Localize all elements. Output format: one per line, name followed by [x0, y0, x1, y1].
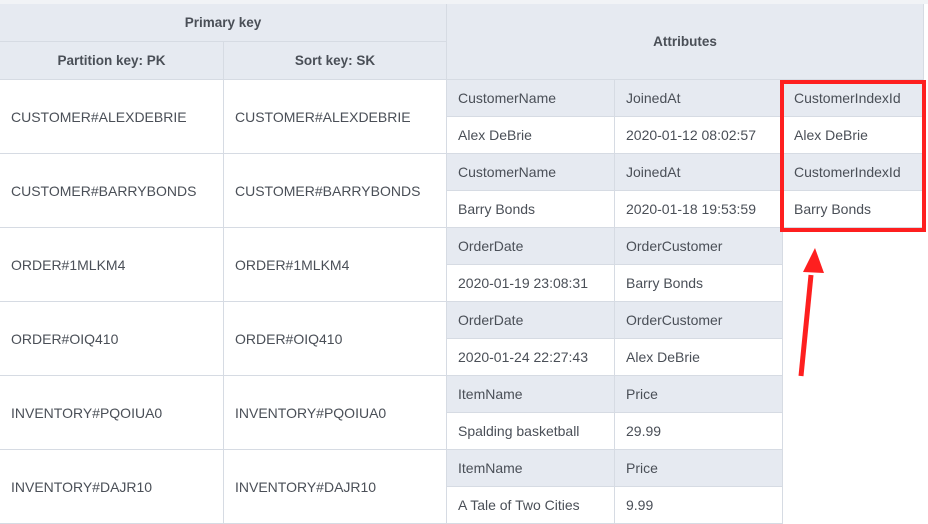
attribute-value-cell: 2020-01-19 23:08:31 — [447, 265, 615, 302]
primary-key-header: Primary key — [0, 4, 447, 42]
attribute-name-cell: Price — [615, 450, 783, 487]
attribute-name-cell: JoinedAt — [615, 154, 783, 191]
attribute-value-cell: 2020-01-18 19:53:59 — [615, 191, 783, 228]
attribute-name-cell: JoinedAt — [615, 80, 783, 117]
attribute-name-cell: CustomerName — [447, 154, 615, 191]
highlight-box — [780, 80, 926, 232]
partition-key-cell: ORDER#1MLKM4 — [0, 228, 224, 302]
attribute-value-cell: Spalding basketball — [447, 413, 615, 450]
sort-key-cell: INVENTORY#DAJR10 — [224, 450, 447, 524]
attribute-value-cell: Alex DeBrie — [447, 117, 615, 154]
attribute-name-cell: OrderDate — [447, 228, 615, 265]
sort-key-cell: ORDER#OIQ410 — [224, 302, 447, 376]
partition-key-cell: ORDER#OIQ410 — [0, 302, 224, 376]
attribute-name-cell: OrderCustomer — [615, 228, 783, 265]
partition-key-cell: CUSTOMER#BARRYBONDS — [0, 154, 224, 228]
sort-key-cell: INVENTORY#PQOIUA0 — [224, 376, 447, 450]
sort-key-cell: CUSTOMER#ALEXDEBRIE — [224, 80, 447, 154]
attribute-name-cell: OrderCustomer — [615, 302, 783, 339]
attribute-value-cell: 29.99 — [615, 413, 783, 450]
partition-key-cell: INVENTORY#DAJR10 — [0, 450, 224, 524]
attribute-name-cell: CustomerName — [447, 80, 615, 117]
sort-key-cell: ORDER#1MLKM4 — [224, 228, 447, 302]
sort-key-header: Sort key: SK — [224, 42, 447, 80]
partition-key-header: Partition key: PK — [0, 42, 224, 80]
sort-key-cell: CUSTOMER#BARRYBONDS — [224, 154, 447, 228]
attribute-value-cell: 9.99 — [615, 487, 783, 524]
attribute-name-cell: ItemName — [447, 450, 615, 487]
attribute-value-cell: Barry Bonds — [615, 265, 783, 302]
attribute-value-cell: 2020-01-12 08:02:57 — [615, 117, 783, 154]
attribute-value-cell: Alex DeBrie — [783, 117, 924, 154]
attribute-value-cell: Alex DeBrie — [615, 339, 783, 376]
attribute-name-cell: CustomerIndexId — [783, 154, 924, 191]
partition-key-cell: INVENTORY#PQOIUA0 — [0, 376, 224, 450]
arrow-head-icon — [803, 248, 824, 273]
partition-key-cell: CUSTOMER#ALEXDEBRIE — [0, 80, 224, 154]
top-strip — [0, 0, 928, 4]
attribute-value-cell: A Tale of Two Cities — [447, 487, 615, 524]
attribute-name-cell: CustomerIndexId — [783, 80, 924, 117]
attribute-name-cell: OrderDate — [447, 302, 615, 339]
attribute-value-cell: Barry Bonds — [783, 191, 924, 228]
attribute-name-cell: ItemName — [447, 376, 615, 413]
attribute-name-cell: Price — [615, 376, 783, 413]
attribute-value-cell: 2020-01-24 22:27:43 — [447, 339, 615, 376]
attribute-value-cell: Barry Bonds — [447, 191, 615, 228]
attributes-header: Attributes — [447, 4, 924, 80]
